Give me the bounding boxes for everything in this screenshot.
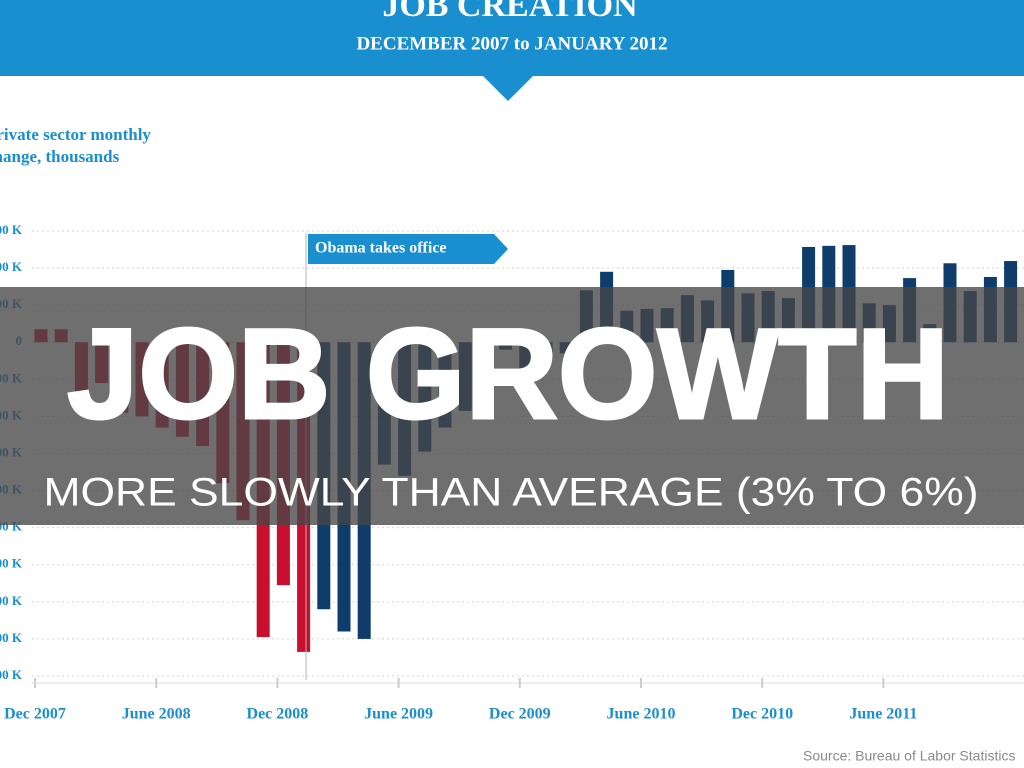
x-tick-label: Dec 2010 (731, 706, 793, 723)
source: Source: Bureau of Labor Statistics (803, 748, 1015, 764)
chart-title: JOB CREATION (382, 0, 638, 24)
y-axis-label: Private sector monthly change, thousands (0, 125, 151, 166)
x-tick-label: June 2008 (122, 706, 191, 723)
x-tick-label: Dec 2008 (247, 706, 309, 723)
x-tick-label: June 2011 (849, 706, 917, 723)
y-tick-label: -700 K (0, 593, 23, 608)
x-tick-label: Dec 2009 (489, 706, 551, 723)
y-tick-label: -800 K (0, 630, 23, 645)
x-tick-label: June 2009 (364, 706, 433, 723)
overlay-subtitle: MORE SLOWLY THAN AVERAGE (3% TO 6%) (44, 471, 979, 515)
overlay-title: JOB GROWTH (67, 303, 949, 446)
x-tick-label: Dec 2007 (4, 706, 66, 723)
y-tick-label: 300 K (0, 222, 23, 237)
chart-subtitle: DECEMBER 2007 to JANUARY 2012 (356, 33, 667, 54)
y-tick-label: -900 K (0, 667, 23, 682)
header-band (0, 0, 1024, 76)
y-tick-label: 200 K (0, 259, 23, 274)
y-label-box: Private sector monthly change, thousands (0, 125, 151, 166)
overlay-band (0, 287, 1024, 525)
x-tick-label: June 2010 (607, 706, 676, 723)
y-tick-label: -600 K (0, 556, 23, 571)
header-pointer (482, 75, 534, 101)
annotation: Obama takes office (315, 240, 447, 257)
annotation-flag (308, 234, 508, 264)
